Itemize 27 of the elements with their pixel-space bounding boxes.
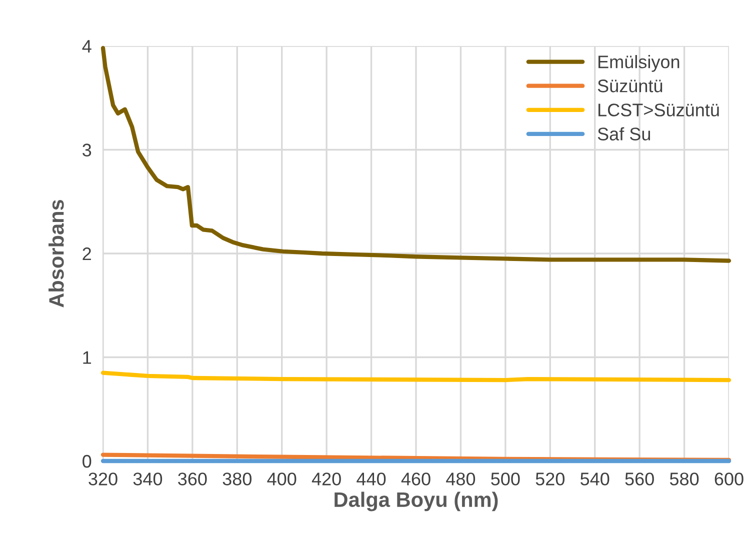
x-tick-label: 580 [670,472,699,486]
legend-label: Süzüntü [598,80,662,92]
x-tick-label: 520 [536,472,564,486]
x-tick-label: 480 [446,472,476,486]
x-tick-label: 400 [267,472,296,486]
x-tick-label: 380 [222,472,252,486]
x-tick-label: 340 [133,472,162,486]
y-tick-label: 3 [82,144,92,156]
x-tick-label: 560 [625,472,654,486]
x-tick-label: 540 [580,472,610,486]
y-tick-label: 1 [83,351,92,364]
line-series [100,370,732,382]
legend-label: Emülsiyon [598,55,680,72]
x-tick-label: 460 [401,472,430,486]
x-tick-label: 600 [714,472,744,486]
x-tick-label: 440 [356,472,386,486]
x-tick-label: 420 [312,472,341,486]
y-tick-label: 2 [82,247,91,260]
x-tick-label: 500 [491,472,520,486]
y-tick-label: 4 [82,40,92,53]
y-axis-title: Absorbans [48,200,64,308]
legend-label: Saf Su [598,127,650,140]
x-tick-label: 320 [88,472,118,486]
legend-label: LCST>Süzüntü [598,104,719,116]
x-axis-title: Dalga Boyu (nm) [334,492,498,512]
x-tick-label: 360 [178,472,207,486]
y-tick-label: 0 [82,454,92,468]
